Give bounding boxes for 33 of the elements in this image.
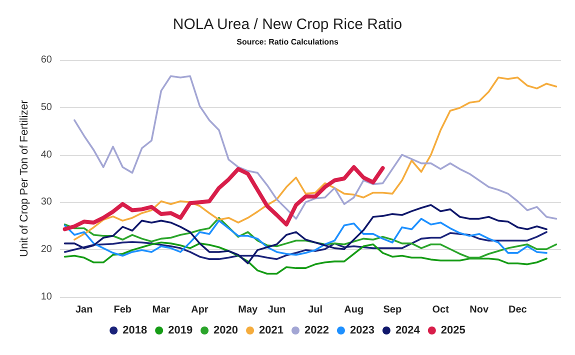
legend-label: 2021 xyxy=(259,324,284,336)
legend-label: 2020 xyxy=(214,324,238,336)
line-series xyxy=(64,242,548,275)
x-tick-label: Jan xyxy=(75,304,93,316)
x-tick-label: Apr xyxy=(191,304,208,316)
x-tick-label: Feb xyxy=(114,304,132,316)
line-series xyxy=(64,204,548,264)
x-tick-label: Jul xyxy=(308,304,323,316)
x-tick-label: Sep xyxy=(383,304,402,316)
x-tick-label: Dec xyxy=(508,304,528,316)
x-tick-label: Aug xyxy=(344,304,364,316)
line-series xyxy=(64,231,548,260)
chart-subtitle: Source: Ratio Calculations xyxy=(236,38,339,46)
x-tick-label: Oct xyxy=(432,304,450,316)
legend-label: 2022 xyxy=(304,324,329,336)
y-tick-label: 10 xyxy=(40,292,52,302)
legend-label: 2024 xyxy=(395,324,421,336)
legend-label: 2019 xyxy=(168,324,193,336)
x-tick-label: Mar xyxy=(152,304,170,316)
legend-label: 2025 xyxy=(440,324,466,336)
y-tick-label: 40 xyxy=(40,149,52,160)
y-tick-label: 30 xyxy=(40,196,52,208)
legend-label: 2023 xyxy=(350,324,374,336)
line-series xyxy=(62,165,385,232)
y-tick-label: 20 xyxy=(40,244,52,256)
legend-label: 2018 xyxy=(122,324,148,336)
y-axis-title: Unit of Crop Per Ton of Fertilizer xyxy=(18,100,30,257)
x-tick-label: Jun xyxy=(268,304,286,316)
x-tick-label: Nov xyxy=(470,304,489,316)
y-tick-label: 60 xyxy=(40,54,52,66)
chart-title: NOLA Urea / New Crop Rice Ratio xyxy=(172,16,402,33)
x-tick-label: May xyxy=(238,304,258,316)
y-tick-label: 50 xyxy=(40,102,52,113)
